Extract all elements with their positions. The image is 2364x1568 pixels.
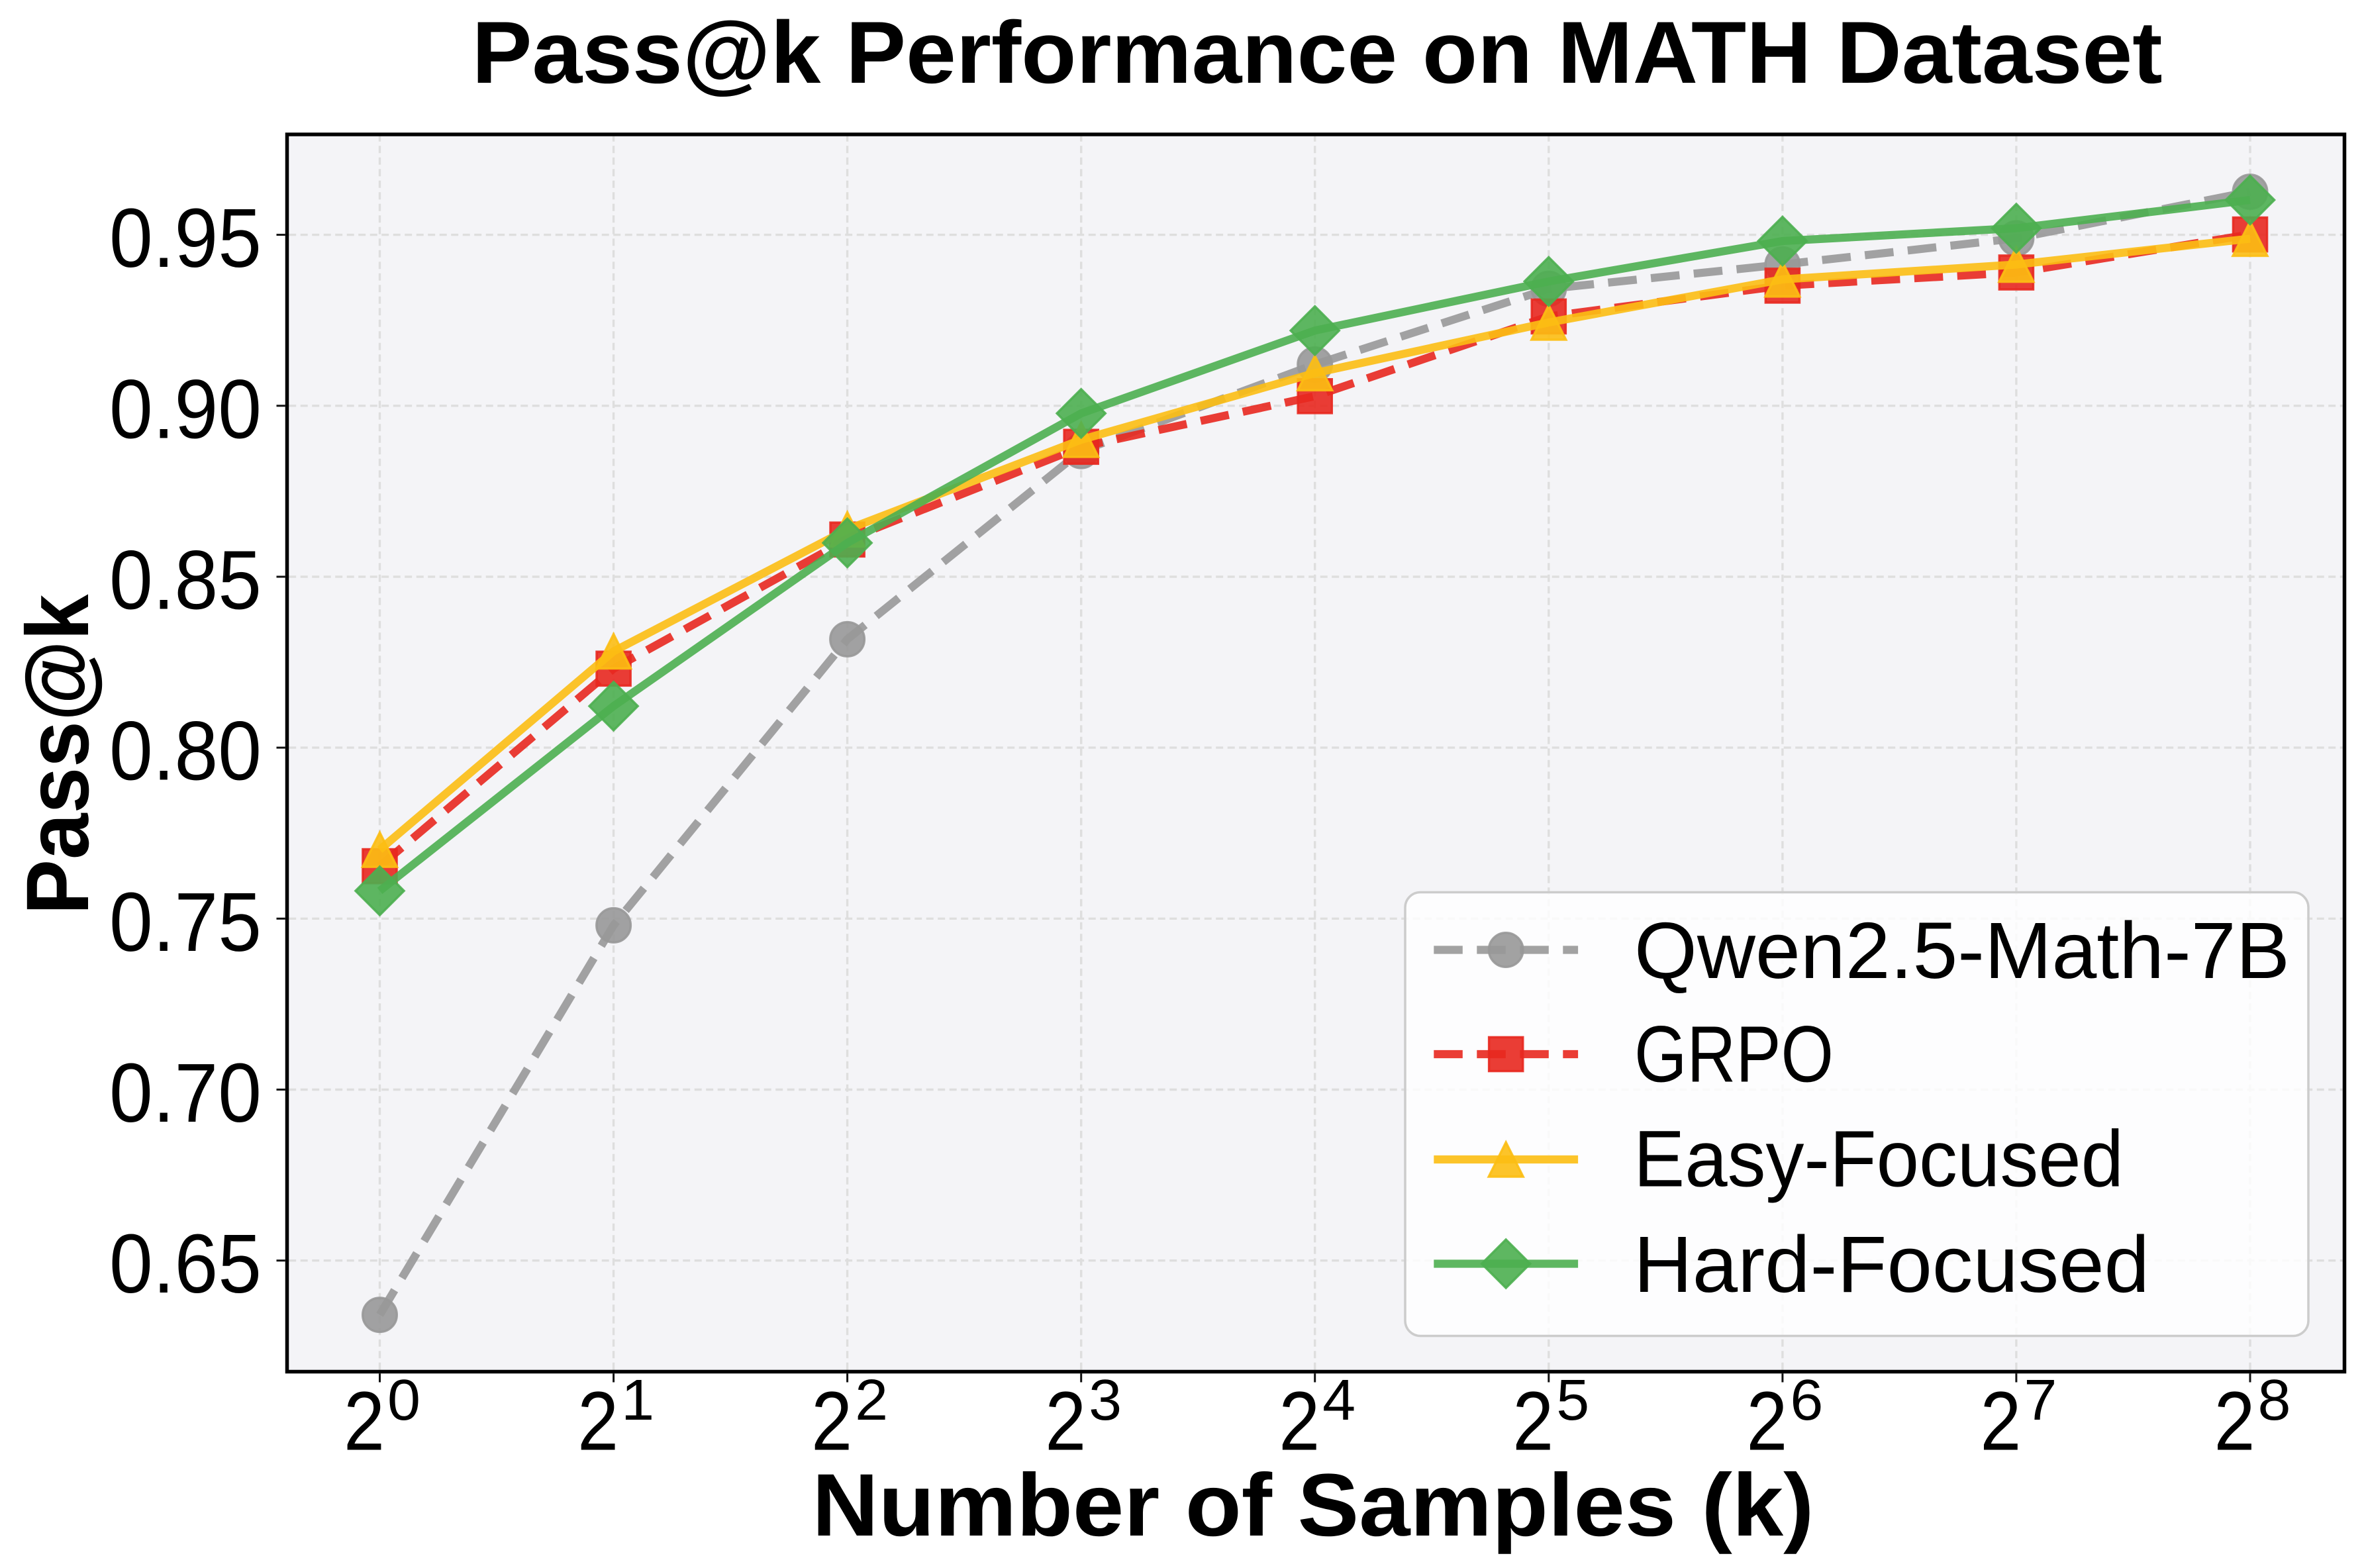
svg-text:1: 1 — [621, 1368, 654, 1432]
svg-text:0.75: 0.75 — [109, 875, 262, 969]
svg-text:2: 2 — [855, 1368, 888, 1432]
svg-text:GRPO: GRPO — [1634, 1009, 1834, 1099]
svg-text:Number of Samples (k): Number of Samples (k) — [812, 1456, 1814, 1555]
svg-text:2: 2 — [1746, 1373, 1787, 1467]
svg-text:2: 2 — [811, 1373, 852, 1467]
svg-text:0: 0 — [387, 1368, 420, 1432]
svg-text:Pass@k Performance on MATH Dat: Pass@k Performance on MATH Dataset — [472, 4, 2163, 102]
svg-text:2: 2 — [2214, 1373, 2255, 1467]
svg-text:2: 2 — [1279, 1373, 1320, 1467]
svg-text:3: 3 — [1089, 1368, 1122, 1432]
svg-text:2: 2 — [344, 1373, 385, 1467]
svg-text:Easy-Focused: Easy-Focused — [1634, 1114, 2124, 1204]
svg-text:Qwen2.5-Math-7B: Qwen2.5-Math-7B — [1634, 906, 2290, 995]
svg-text:Hard-Focused: Hard-Focused — [1634, 1220, 2149, 1309]
svg-text:6: 6 — [1790, 1368, 1823, 1432]
svg-text:2: 2 — [1045, 1373, 1086, 1467]
svg-text:0.95: 0.95 — [109, 191, 262, 285]
svg-text:2: 2 — [577, 1373, 618, 1467]
svg-text:8: 8 — [2258, 1368, 2291, 1432]
svg-text:0.70: 0.70 — [109, 1046, 262, 1140]
svg-text:0.85: 0.85 — [109, 533, 262, 627]
svg-text:0.65: 0.65 — [109, 1216, 262, 1310]
svg-text:Pass@k: Pass@k — [9, 594, 107, 914]
svg-text:0.80: 0.80 — [109, 704, 262, 798]
svg-text:2: 2 — [1512, 1373, 1553, 1467]
svg-text:2: 2 — [1980, 1373, 2021, 1467]
svg-text:0.90: 0.90 — [109, 362, 262, 456]
svg-text:7: 7 — [2024, 1368, 2057, 1432]
svg-text:4: 4 — [1322, 1368, 1355, 1432]
svg-text:5: 5 — [1556, 1368, 1589, 1432]
